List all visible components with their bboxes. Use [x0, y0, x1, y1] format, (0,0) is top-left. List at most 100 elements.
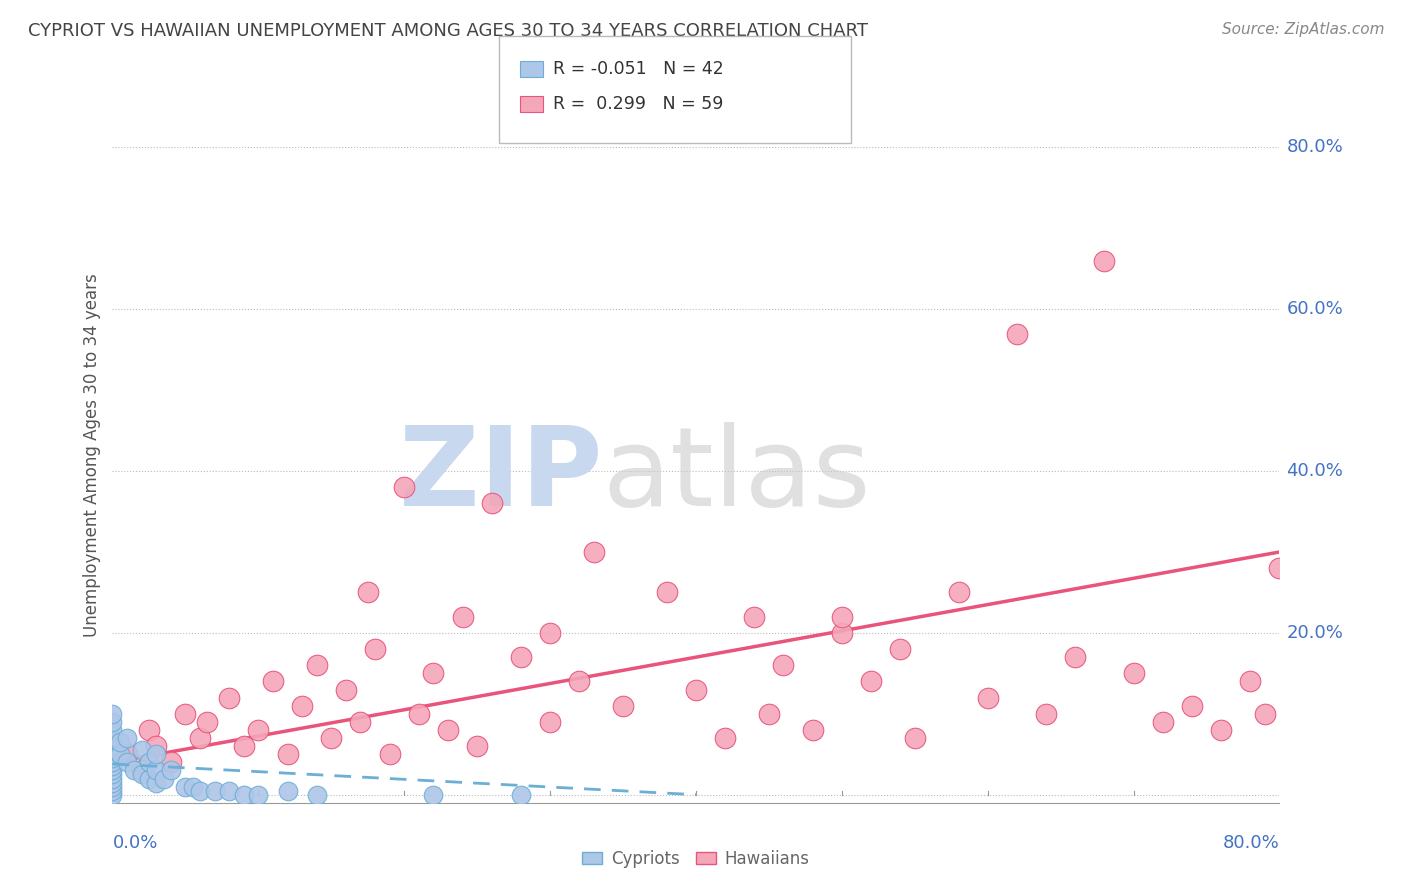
Point — [276, 783, 298, 797]
Point — [101, 756, 124, 770]
Point — [145, 739, 167, 754]
Point — [101, 714, 124, 729]
Point — [232, 739, 254, 754]
Point — [481, 496, 503, 510]
Point — [101, 731, 124, 745]
Point — [1254, 706, 1277, 721]
Text: R = -0.051   N = 42: R = -0.051 N = 42 — [553, 60, 723, 78]
Text: CYPRIOT VS HAWAIIAN UNEMPLOYMENT AMONG AGES 30 TO 34 YEARS CORRELATION CHART: CYPRIOT VS HAWAIIAN UNEMPLOYMENT AMONG A… — [28, 22, 868, 40]
Point — [115, 747, 138, 762]
Point — [408, 706, 430, 721]
Point — [904, 731, 927, 745]
Point — [859, 674, 883, 689]
Point — [160, 764, 183, 778]
Point — [101, 751, 124, 765]
Point — [1181, 698, 1204, 713]
Point — [115, 756, 138, 770]
Point — [188, 731, 211, 745]
Point — [1239, 674, 1261, 689]
Point — [509, 788, 531, 802]
Point — [101, 743, 124, 757]
Point — [138, 723, 160, 737]
Point — [247, 723, 270, 737]
Point — [349, 714, 371, 729]
Point — [218, 690, 240, 705]
Point — [538, 626, 561, 640]
Point — [335, 682, 357, 697]
Point — [101, 739, 124, 754]
Point — [1035, 706, 1057, 721]
Point — [131, 767, 153, 781]
Point — [101, 772, 124, 786]
Point — [160, 756, 183, 770]
Point — [145, 764, 167, 778]
Point — [174, 706, 197, 721]
Text: 20.0%: 20.0% — [1286, 624, 1343, 642]
Point — [108, 747, 131, 762]
Point — [976, 690, 998, 705]
Text: 60.0%: 60.0% — [1286, 301, 1343, 318]
Legend: Cypriots, Hawaiians: Cypriots, Hawaiians — [576, 843, 815, 874]
Point — [538, 714, 561, 729]
Point — [152, 772, 174, 786]
Point — [364, 642, 387, 657]
Point — [437, 723, 460, 737]
Point — [101, 775, 124, 789]
Point — [204, 783, 226, 797]
Point — [101, 706, 124, 721]
Point — [124, 764, 146, 778]
Point — [655, 585, 678, 599]
Point — [1005, 326, 1028, 341]
Point — [889, 642, 911, 657]
Point — [509, 650, 531, 665]
Point — [101, 723, 124, 737]
Y-axis label: Unemployment Among Ages 30 to 34 years: Unemployment Among Ages 30 to 34 years — [83, 273, 101, 637]
Point — [188, 783, 211, 797]
Point — [801, 723, 824, 737]
Point — [357, 585, 380, 599]
Point — [305, 658, 328, 673]
Point — [451, 609, 474, 624]
Point — [291, 698, 314, 713]
Point — [422, 788, 444, 802]
Point — [1268, 561, 1291, 575]
Point — [101, 788, 124, 802]
Point — [1064, 650, 1087, 665]
Point — [305, 788, 328, 802]
Point — [685, 682, 707, 697]
Point — [582, 545, 605, 559]
Point — [181, 780, 204, 794]
Point — [174, 780, 197, 794]
Point — [1122, 666, 1144, 681]
Point — [101, 780, 124, 794]
Point — [101, 759, 124, 773]
Point — [742, 609, 765, 624]
Point — [422, 666, 444, 681]
Point — [115, 731, 138, 745]
Point — [612, 698, 634, 713]
Point — [1092, 253, 1115, 268]
Text: ZIP: ZIP — [399, 422, 603, 529]
Point — [138, 772, 160, 786]
Point — [101, 767, 124, 781]
Point — [831, 626, 853, 640]
Point — [262, 674, 284, 689]
Point — [758, 706, 780, 721]
Point — [101, 764, 124, 778]
Point — [392, 480, 416, 494]
Point — [101, 783, 124, 797]
Text: atlas: atlas — [603, 422, 872, 529]
Point — [276, 747, 298, 762]
Text: 40.0%: 40.0% — [1286, 462, 1343, 480]
Point — [1209, 723, 1232, 737]
Point — [378, 747, 401, 762]
Point — [108, 735, 131, 749]
Point — [321, 731, 343, 745]
Text: 80.0%: 80.0% — [1286, 138, 1343, 156]
Point — [568, 674, 591, 689]
Point — [145, 775, 167, 789]
Point — [948, 585, 970, 599]
Point — [131, 764, 153, 778]
Point — [195, 714, 218, 729]
Point — [1152, 714, 1174, 729]
